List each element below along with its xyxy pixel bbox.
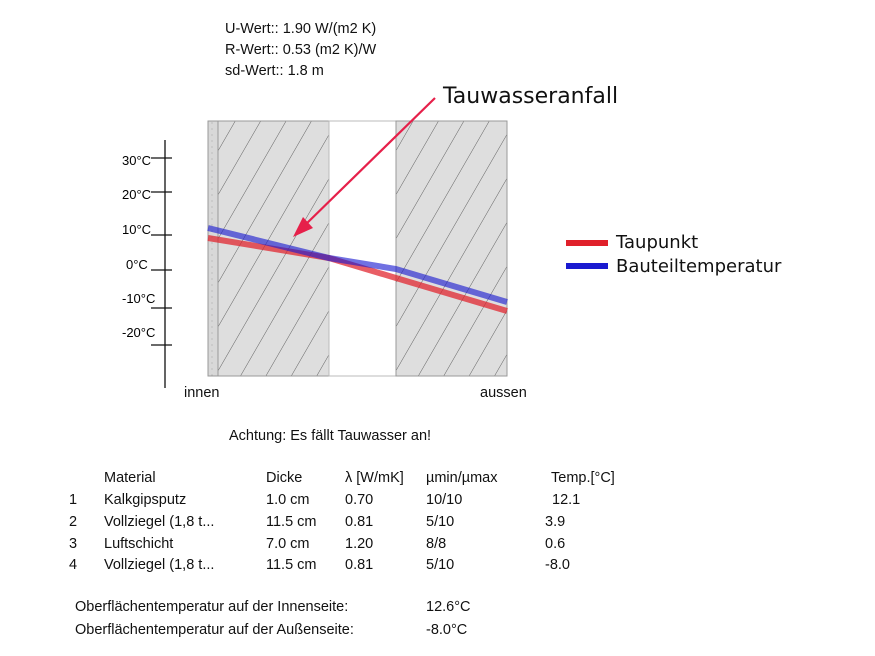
inner-surface-value: 12.6°C — [426, 599, 471, 615]
table-row-material: Vollziegel (1,8 t... — [104, 557, 215, 573]
col-header-lambda: λ [W/mK] — [345, 470, 404, 486]
dewpoint-line — [207, 235, 508, 314]
col-header-temp: Temp.[°C] — [551, 470, 615, 486]
table-row-mu: 10/10 — [426, 492, 463, 508]
tick-label-10: 10°C — [122, 222, 151, 237]
table-row-mu: 5/10 — [426, 514, 455, 530]
outer-surface-label: Oberflächentemperatur auf der Außenseite… — [75, 622, 354, 638]
table-row-temp: -8.0 — [545, 557, 570, 573]
table-row-lambda: 0.81 — [345, 514, 374, 530]
col-header-mu: µmin/µmax — [426, 470, 498, 486]
table-row-lambda: 0.81 — [345, 557, 374, 573]
label-inside: innen — [184, 385, 220, 401]
tick-label-minus10: -10°C — [122, 291, 155, 306]
table-row-material: Kalkgipsputz — [104, 492, 187, 508]
label-outside: aussen — [480, 385, 527, 401]
legend-label-component: Bauteiltemperatur — [616, 256, 782, 277]
table-row-num: 3 — [69, 536, 78, 552]
r-value: R-Wert:: 0.53 (m2 K)/W — [225, 42, 377, 58]
sd-value: sd-Wert:: 1.8 m — [225, 63, 324, 79]
table-row-temp: 3.9 — [545, 514, 566, 530]
col-header-thickness: Dicke — [266, 470, 303, 486]
table-row-mu: 5/10 — [426, 557, 455, 573]
component-temperature-line — [207, 225, 508, 305]
table-row-temp: 0.6 — [545, 536, 566, 552]
table-row-material: Vollziegel (1,8 t... — [104, 514, 215, 530]
layer-air-gap — [328, 120, 397, 377]
layer-brick-outer — [395, 120, 508, 377]
tick-label-30: 30°C — [122, 153, 151, 168]
table-row-thickness: 1.0 cm — [266, 492, 310, 508]
arrow-head — [293, 217, 313, 237]
table-row-lambda: 0.70 — [345, 492, 374, 508]
tick-label-0: 0°C — [126, 257, 148, 272]
table-row-num: 1 — [69, 492, 78, 508]
tick-label-20: 20°C — [122, 187, 151, 202]
table-row-thickness: 11.5 cm — [266, 557, 317, 573]
table-row-num: 4 — [69, 557, 78, 573]
table-row-thickness: 7.0 cm — [266, 536, 310, 552]
legend-label-dewpoint: Taupunkt — [616, 232, 699, 253]
y-axis-ticks — [151, 157, 172, 346]
inner-surface-label: Oberflächentemperatur auf der Innenseite… — [75, 599, 349, 615]
table-row-temp: 12.1 — [552, 492, 581, 508]
col-header-material: Material — [104, 470, 156, 486]
layer-plaster — [207, 120, 219, 377]
outer-surface-value: -8.0°C — [426, 622, 468, 638]
condensation-warning: Achtung: Es fällt Tauwasser an! — [229, 428, 432, 444]
u-value: U-Wert:: 1.90 W/(m2 K) — [225, 21, 377, 37]
table-row-thickness: 11.5 cm — [266, 514, 317, 530]
table-row-mu: 8/8 — [426, 536, 447, 552]
table-row-num: 2 — [69, 514, 78, 530]
condensation-label: Tauwasseranfall — [443, 84, 619, 109]
table-row-material: Luftschicht — [104, 536, 174, 552]
condensation-arrow — [301, 97, 436, 229]
tick-label-minus20: -20°C — [122, 325, 155, 340]
table-row-lambda: 1.20 — [345, 536, 374, 552]
